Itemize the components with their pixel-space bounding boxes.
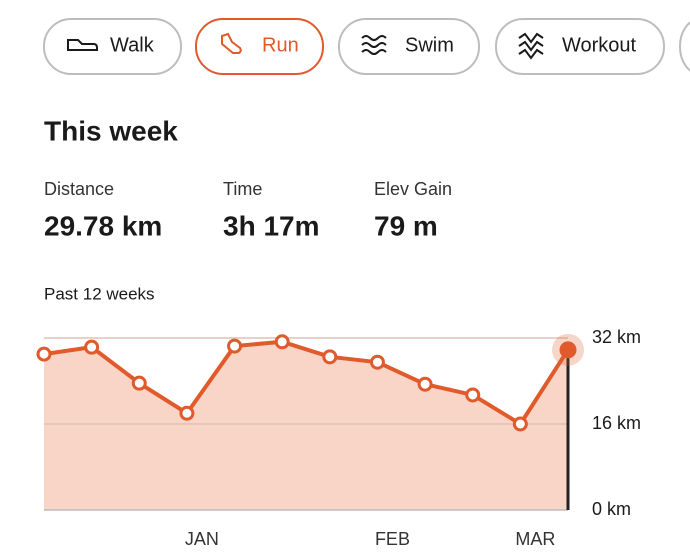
- section-title: This week: [44, 115, 178, 146]
- stats: Distance 29.78 km Time 3h 17m Elev Gain 79 m: [44, 179, 452, 242]
- tab-border[interactable]: [43, 18, 182, 75]
- line: [43, 339, 570, 426]
- chart: 0 km 16 km 32 km JAN FEB MAR: [36, 327, 641, 549]
- x-tick-label: FEB: [375, 529, 410, 549]
- tab-border[interactable]: [495, 18, 665, 75]
- tab-label: Run: [262, 34, 299, 56]
- tab[interactable]: Swim: [338, 18, 480, 75]
- point: [559, 341, 577, 359]
- y-tick-label: 32 km: [592, 327, 641, 347]
- stat-value: 29.78 km: [44, 210, 162, 241]
- point: [322, 349, 338, 365]
- tab[interactable]: Workout: [495, 18, 665, 75]
- stat-label: Distance: [44, 179, 114, 199]
- tab-label: Swim: [405, 34, 454, 56]
- point: [369, 354, 385, 370]
- area: [44, 341, 568, 510]
- tab-icon: [221, 32, 242, 54]
- tab[interactable]: Walk: [43, 18, 182, 75]
- stat-label: Time: [223, 179, 262, 199]
- point: [227, 338, 243, 354]
- stat-value: 79 m: [374, 210, 438, 241]
- point: [465, 387, 481, 403]
- x-tick-label: JAN: [185, 529, 219, 549]
- tab-icon: [67, 39, 98, 51]
- tab-border[interactable]: [195, 18, 324, 75]
- point: [36, 346, 52, 362]
- y-tick-label: 16 km: [592, 413, 641, 433]
- y-tick-label: 0 km: [592, 499, 631, 519]
- chart-title: Past 12 weeks: [44, 284, 155, 303]
- point: [274, 334, 290, 350]
- point: [179, 405, 195, 421]
- stat-value: 3h 17m: [223, 210, 320, 241]
- tab-icon: [361, 35, 387, 55]
- point: [512, 416, 528, 432]
- x-tick-label: MAR: [515, 529, 555, 549]
- tab-label: Workout: [562, 34, 637, 56]
- point: [84, 339, 100, 355]
- tab[interactable]: Run: [195, 18, 324, 75]
- tab-partial[interactable]: [679, 19, 690, 74]
- tab-label: Walk: [110, 34, 155, 56]
- tab-icon: [518, 32, 544, 60]
- point: [131, 375, 147, 391]
- tab-bar: Walk Run Swim Workout: [43, 18, 665, 75]
- point: [417, 376, 433, 392]
- stat-label: Elev Gain: [374, 179, 452, 199]
- tab-border[interactable]: [338, 18, 480, 75]
